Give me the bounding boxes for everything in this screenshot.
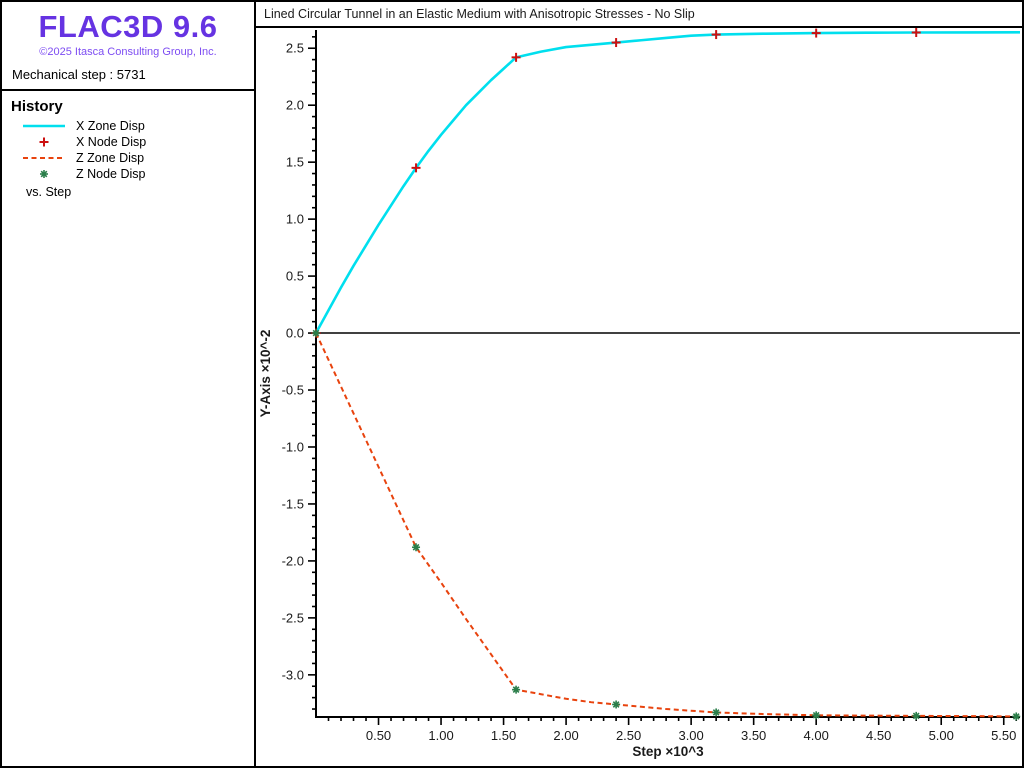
chart-title: Lined Circular Tunnel in an Elastic Medi… — [256, 2, 1022, 28]
svg-text:5.00: 5.00 — [929, 728, 954, 743]
svg-text:2.00: 2.00 — [553, 728, 578, 743]
sidebar-divider — [2, 89, 254, 91]
svg-text:1.0: 1.0 — [286, 212, 304, 227]
svg-text:1.00: 1.00 — [428, 728, 453, 743]
app-logo: FLAC3D 9.6 — [38, 9, 218, 44]
history-section-title: History — [11, 98, 63, 115]
svg-text:-0.5: -0.5 — [282, 383, 304, 398]
svg-text:-2.0: -2.0 — [282, 553, 304, 568]
svg-text:-3.0: -3.0 — [282, 667, 304, 682]
legend-swatch-asterisk-icon — [20, 168, 68, 180]
legend-item-x-zone-disp: X Zone Disp — [20, 118, 254, 134]
copyright-text: ©2025 Itasca Consulting Group, Inc. — [39, 46, 217, 58]
legend-vs-step-label: vs. Step — [26, 185, 72, 199]
legend-item-z-zone-disp: Z Zone Disp — [20, 150, 254, 166]
history-plot-canvas[interactable]: 0.50 1.00 1.50 2.00 2.50 3.00 3.50 4.00 4.50 5.00… — [256, 28, 1022, 766]
plot-area[interactable]: 0.50 1.00 1.50 2.00 2.50 3.00 3.50 4.00 4.50 5.00… — [256, 28, 1022, 766]
svg-text:0.50: 0.50 — [366, 728, 391, 743]
svg-text:3.50: 3.50 — [741, 728, 766, 743]
history-legend: X Zone Disp X Node Disp Z Zone Disp Z Node … — [2, 118, 254, 182]
sidebar: FLAC3D 9.6 ©2025 Itasca Consulting Group… — [2, 2, 256, 766]
legend-item-x-node-disp: X Node Disp — [20, 134, 254, 150]
svg-text:Y-Axis ×10^-2: Y-Axis ×10^-2 — [258, 330, 273, 418]
svg-text:0.5: 0.5 — [286, 269, 304, 284]
svg-text:-1.5: -1.5 — [282, 496, 304, 511]
svg-text:3.00: 3.00 — [678, 728, 703, 743]
legend-item-z-node-disp: Z Node Disp — [20, 166, 254, 182]
legend-swatch-dashed-line-icon — [20, 152, 68, 164]
legend-swatch-plus-icon — [20, 136, 68, 148]
legend-label: X Node Disp — [76, 135, 147, 149]
legend-swatch-solid-line-icon — [20, 120, 68, 132]
svg-text:1.50: 1.50 — [491, 728, 516, 743]
mechanical-step-label: Mechanical step : 5731 — [12, 67, 146, 82]
svg-text:1.5: 1.5 — [286, 155, 304, 170]
svg-text:4.50: 4.50 — [866, 728, 891, 743]
svg-text:2.0: 2.0 — [286, 98, 304, 113]
legend-label: Z Node Disp — [76, 167, 146, 181]
svg-text:2.5: 2.5 — [286, 41, 304, 56]
svg-text:-2.5: -2.5 — [282, 610, 304, 625]
svg-text:Step ×10^3: Step ×10^3 — [632, 744, 704, 759]
legend-label: X Zone Disp — [76, 119, 145, 133]
chart-region: Lined Circular Tunnel in an Elastic Medi… — [256, 2, 1022, 766]
legend-label: Z Zone Disp — [76, 151, 145, 165]
svg-text:-1.0: -1.0 — [282, 439, 304, 454]
svg-text:0.0: 0.0 — [286, 326, 304, 341]
svg-text:2.50: 2.50 — [616, 728, 641, 743]
svg-text:5.50: 5.50 — [991, 728, 1016, 743]
svg-text:4.00: 4.00 — [804, 728, 829, 743]
